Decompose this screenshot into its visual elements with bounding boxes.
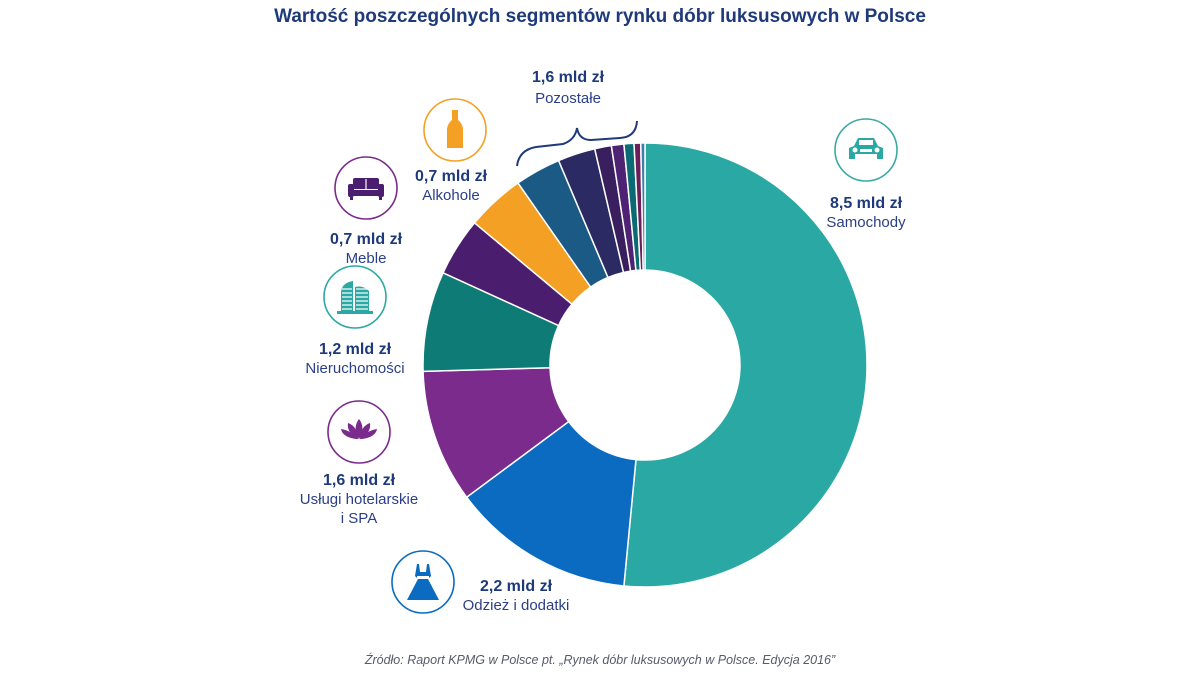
other-group-bracket: [516, 120, 638, 167]
slice-category-label: Meble: [346, 250, 387, 267]
chart-title: Wartość poszczególnych segmentów rynku d…: [274, 6, 926, 27]
slice-0: [623, 142, 868, 588]
slice-value-label: 1,6 mld zł: [323, 472, 396, 489]
bottle-icon: [423, 98, 487, 162]
slice-category-label: Nieruchomości: [305, 360, 404, 377]
donut-slices: [422, 142, 868, 588]
building-icon: [323, 265, 387, 329]
slice-category-label: Samochody: [826, 214, 906, 231]
slice-labels: 8,5 mld zł Samochody 2,2 mld zł Odzież i do…: [300, 69, 906, 614]
source-note: Źródło: Raport KPMG w Polsce pt. „Rynek …: [364, 652, 836, 667]
slice-category-label: i SPA: [341, 510, 377, 527]
slice-category-label: Alkohole: [422, 187, 480, 204]
slice-value-label: 2,2 mld zł: [480, 578, 553, 595]
other-group-value-label: 1,6 mld zł: [532, 69, 605, 86]
other-group-category-label: Pozostałe: [535, 90, 601, 107]
lotus-icon: [327, 400, 391, 464]
slice-value-label: 0,7 mld zł: [415, 168, 488, 185]
slice-value-label: 0,7 mld zł: [330, 231, 403, 248]
slice-category-label: Odzież i dodatki: [463, 597, 570, 614]
dress-icon: [391, 550, 455, 614]
sofa-icon: [334, 156, 398, 220]
slice-category-label: Usługi hotelarskie: [300, 491, 418, 508]
slice-value-label: 8,5 mld zł: [830, 195, 903, 212]
car-icon: [834, 118, 898, 182]
slice-value-label: 1,2 mld zł: [319, 341, 392, 358]
slice-1: [465, 420, 637, 587]
slice-other-part-6: [640, 142, 646, 271]
